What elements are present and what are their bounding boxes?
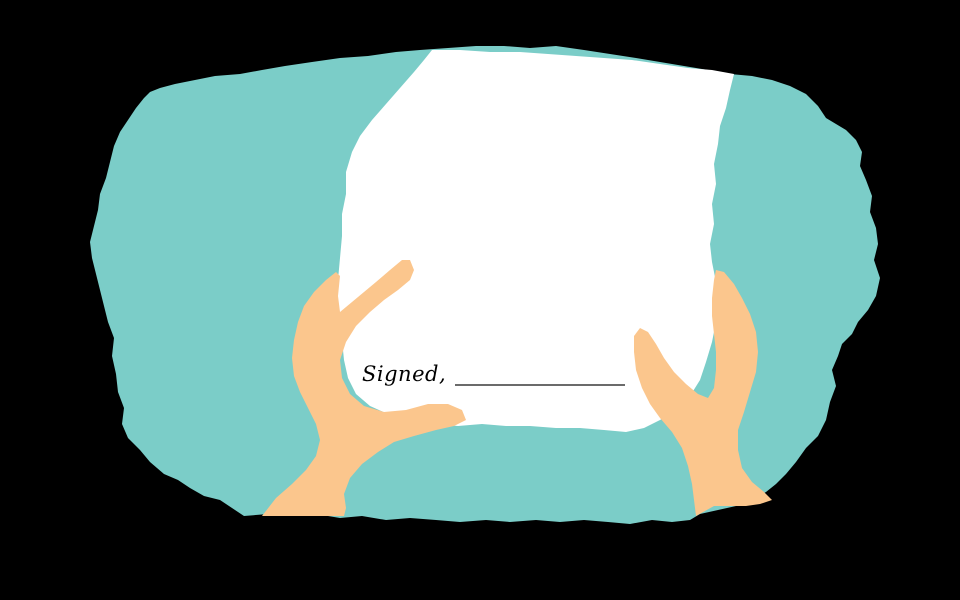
signed-label: Signed,	[362, 362, 447, 386]
signature-line	[455, 384, 625, 386]
left-hand	[262, 260, 466, 516]
right-hand	[634, 270, 772, 516]
